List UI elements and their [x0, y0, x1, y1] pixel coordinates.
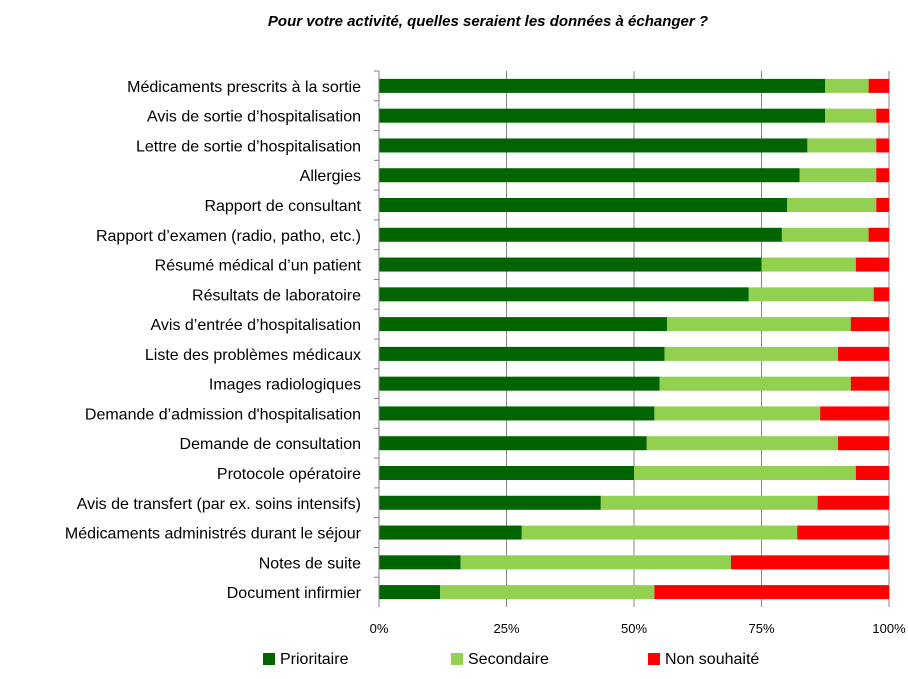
bar-segment: [379, 198, 787, 212]
bars: [379, 78, 889, 600]
x-tick-labels: 0% 25% 50% 75% 100%: [370, 621, 906, 636]
bar-segment: [379, 257, 762, 272]
bar-segment: [855, 257, 889, 272]
bar-segment: [748, 287, 874, 302]
bar-segment: [379, 495, 601, 510]
bar-segment: [659, 376, 851, 391]
bar-segment: [379, 287, 749, 302]
legend-swatch: [263, 653, 275, 665]
bar-segment: [876, 198, 889, 212]
category-label: Rapport d’examen (radio, patho, etc.): [96, 228, 361, 245]
bar-segment: [654, 585, 889, 600]
bar-segment: [838, 436, 889, 451]
bar-segment: [664, 346, 838, 361]
bar-segment: [379, 227, 782, 242]
bar-segment: [868, 78, 889, 93]
bar-segment: [667, 317, 851, 332]
bar-segment: [379, 346, 665, 361]
category-label: Document infirmier: [227, 585, 362, 602]
bar-segment: [876, 108, 889, 123]
category-label: Liste des problèmes médicaux: [145, 347, 361, 364]
bar-segment: [825, 108, 877, 123]
bar-segment: [850, 317, 889, 332]
category-label: Demande de consultation: [180, 436, 361, 453]
bar-segment: [797, 525, 889, 540]
category-label: Demande d’admission d'hospitalisation: [85, 406, 361, 423]
bar-segment: [379, 585, 441, 600]
bar-segment: [761, 257, 856, 272]
bar-segment: [820, 406, 889, 421]
bar-segment: [379, 555, 461, 570]
bar-segment: [825, 78, 869, 93]
bar-segment: [379, 317, 668, 332]
x-tick-label: 100%: [872, 621, 906, 636]
x-tick-label: 75%: [748, 621, 774, 636]
legend-label: Prioritaire: [280, 651, 349, 668]
bar-segment: [379, 436, 647, 451]
category-label: Résultats de laboratoire: [192, 287, 361, 304]
legend-label: Secondaire: [468, 651, 549, 668]
bar-segment: [600, 495, 818, 510]
bar-segment: [634, 466, 856, 480]
bar-segment: [855, 466, 889, 480]
bar-segment: [460, 555, 731, 570]
bar-segment: [807, 138, 877, 153]
legend-swatch: [648, 653, 660, 665]
bar-segment: [379, 138, 808, 153]
x-tick-label: 50%: [621, 621, 647, 636]
bar-segment: [379, 78, 826, 93]
bar-segment: [876, 138, 889, 153]
gridlines: [506, 71, 890, 607]
bar-segment: [654, 406, 821, 421]
category-label: Images radiologiques: [209, 377, 361, 394]
bar-segment: [379, 466, 634, 480]
category-label: Médicaments administrés durant le séjour: [65, 526, 362, 543]
category-label: Notes de suite: [259, 555, 361, 572]
category-label: Avis d’entrée d’hospitalisation: [151, 317, 362, 334]
bar-segment: [646, 436, 838, 451]
bar-segment: [799, 168, 877, 183]
bar-segment: [379, 406, 655, 421]
category-label: Résumé médical d’un patient: [155, 258, 362, 275]
bar-segment: [379, 108, 826, 123]
bar-segment: [781, 227, 869, 242]
bar-segment: [817, 495, 889, 510]
bar-segment: [838, 346, 889, 361]
bar-segment: [868, 227, 889, 242]
x-tick-label: 0%: [370, 621, 389, 636]
bar-segment: [440, 585, 655, 600]
bar-segment: [730, 555, 889, 570]
category-label: Allergies: [300, 168, 361, 185]
legend-label: Non souhaité: [665, 651, 759, 668]
bar-segment: [873, 287, 889, 302]
legend-swatch: [451, 653, 463, 665]
category-label: Rapport de consultant: [204, 198, 361, 215]
category-label: Avis de sortie d’hospitalisation: [147, 109, 361, 126]
chart-title: Pour votre activité, quelles seraient le…: [268, 13, 708, 30]
category-labels: Médicaments prescrits à la sortie Avis de…: [65, 70, 379, 602]
bar-segment: [787, 198, 877, 212]
bar-segment: [876, 168, 889, 183]
x-tick-label: 25%: [493, 621, 519, 636]
category-label: Protocole opératoire: [217, 466, 361, 483]
category-label: Avis de transfert (par ex. soins intensi…: [77, 496, 361, 513]
bar-segment: [379, 376, 660, 391]
category-label: Médicaments prescrits à la sortie: [127, 79, 361, 96]
bar-segment: [379, 525, 522, 540]
bar-segment: [521, 525, 798, 540]
bar-segment: [850, 376, 889, 391]
legend: Prioritaire Secondaire Non souhaité: [263, 651, 759, 668]
bar-segment: [379, 168, 800, 183]
category-label: Lettre de sortie d’hospitalisation: [136, 138, 361, 155]
